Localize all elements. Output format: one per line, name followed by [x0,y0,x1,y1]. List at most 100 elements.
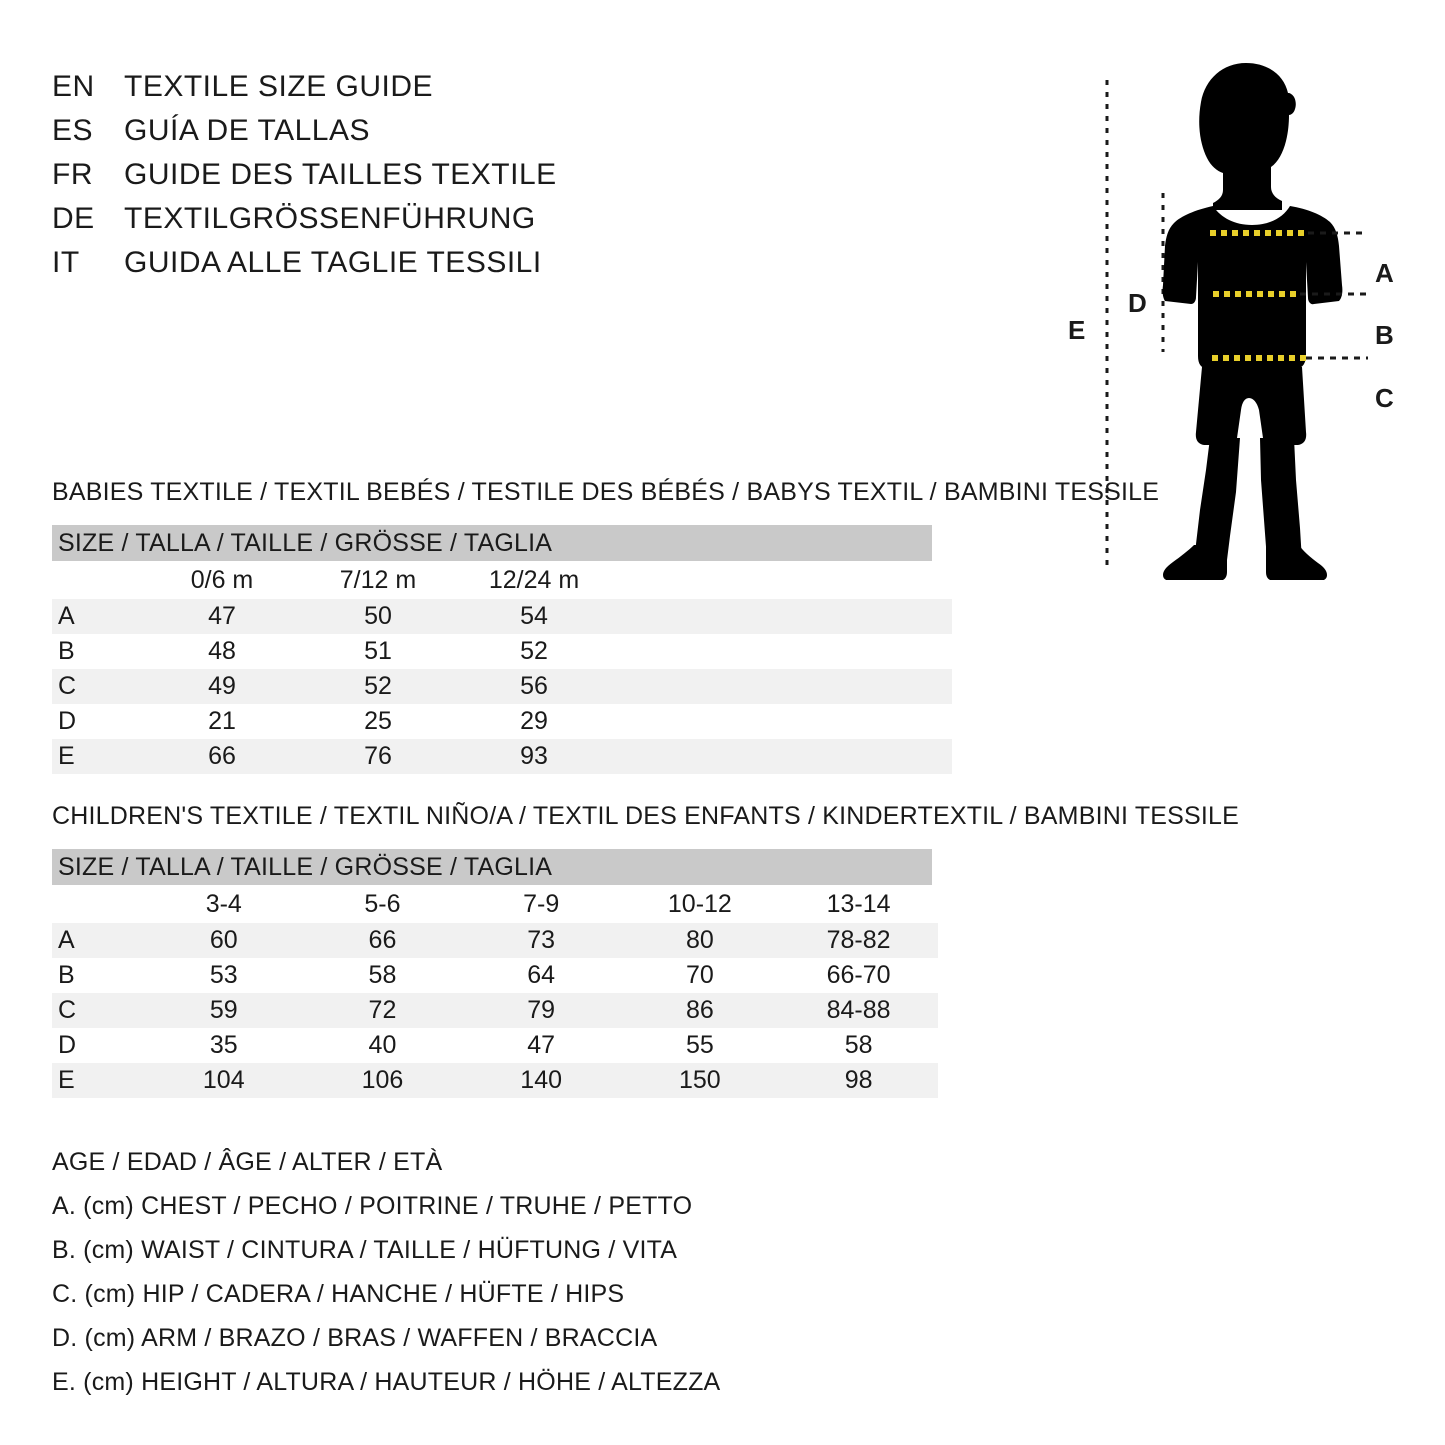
table-row: D 21 25 29 [52,704,952,739]
children-cell: 70 [620,958,780,993]
figure-marker-a: A [1375,258,1394,288]
figure-marker-b: B [1375,320,1394,350]
children-size-band-label: SIZE / TALLA / TAILLE / GRÖSSE / TAGLIA [58,852,553,881]
table-row: D 35 40 47 55 58 [52,1028,938,1063]
title-lang-fr: FR [52,158,93,191]
children-cell: 150 [620,1063,780,1098]
table-row: B 53 58 64 70 66-70 [52,958,938,993]
table-row: B 48 51 52 [52,634,952,669]
babies-cell-empty [782,634,952,669]
babies-cell: 25 [300,704,456,739]
legend-block: AGE / EDAD / ÂGE / ALTER / ETÀ A. (cm) C… [52,1140,720,1404]
title-text-de: TEXTILGRÖSSENFÜHRUNG [124,202,536,235]
title-lang-de: DE [52,202,95,235]
babies-cell-empty [612,739,782,774]
babies-col-header-empty [612,561,782,599]
babies-cell: 51 [300,634,456,669]
babies-cell: 54 [456,599,612,634]
children-cell: 106 [303,1063,462,1098]
children-column-header-row: 3-4 5-6 7-9 10-12 13-14 [52,885,938,923]
babies-col-header: 12/24 m [488,565,580,594]
children-cell: 78-82 [779,923,938,958]
legend-waist: B. (cm) WAIST / CINTURA / TAILLE / HÜFTU… [52,1236,678,1264]
children-size-table: 3-4 5-6 7-9 10-12 13-14 A 60 66 73 80 78… [52,885,938,1098]
table-row: E 104 106 140 150 98 [52,1063,938,1098]
figure-marker-c: C [1375,383,1394,413]
title-row: FR GUIDE DES TAILLES TEXTILE [52,158,752,202]
children-cell: 80 [620,923,780,958]
title-block: EN TEXTILE SIZE GUIDE ES GUÍA DE TALLAS … [52,70,752,290]
title-lang-es: ES [52,114,94,147]
babies-cell: 47 [144,599,300,634]
children-cell: 140 [461,1063,621,1098]
children-col-header: 13-14 [826,889,891,918]
babies-row-label: A [52,599,144,634]
babies-cell: 66 [144,739,300,774]
figure-marker-e: E [1068,315,1086,345]
children-cell: 64 [461,958,621,993]
title-text-fr: GUIDE DES TAILLES TEXTILE [124,158,557,191]
title-text-en: TEXTILE SIZE GUIDE [124,70,434,103]
children-cell: 55 [620,1028,780,1063]
child-silhouette [1162,63,1343,580]
babies-corner-cell [52,561,144,599]
title-lang-it: IT [52,246,80,279]
measurement-figure-panel: E D A B C [1050,40,1445,580]
babies-cell-empty [612,704,782,739]
babies-cell: 52 [300,669,456,704]
title-row: EN TEXTILE SIZE GUIDE [52,70,752,114]
children-col-header: 3-4 [205,889,242,918]
children-cell: 66 [303,923,462,958]
table-row: A 60 66 73 80 78-82 [52,923,938,958]
babies-cell-empty [782,704,952,739]
children-section: CHILDREN'S TEXTILE / TEXTIL NIÑO/A / TEX… [52,802,1240,1098]
children-cell: 35 [144,1028,304,1063]
babies-row-label: D [52,704,144,739]
babies-cell: 93 [456,739,612,774]
babies-row-label: C [52,669,144,704]
babies-row-label: B [52,634,144,669]
babies-col-header: 7/12 m [339,565,417,594]
children-cell: 60 [144,923,304,958]
legend-height: E. (cm) HEIGHT / ALTURA / HAUTEUR / HÖHE… [52,1368,721,1396]
title-row: DE TEXTILGRÖSSENFÜHRUNG [52,202,752,246]
children-row-label: E [52,1063,145,1098]
children-cell: 98 [779,1063,938,1098]
children-cell: 72 [303,993,462,1028]
figure-marker-d: D [1128,288,1147,318]
children-col-header: 7-9 [523,889,560,918]
children-cell: 59 [144,993,304,1028]
babies-heading: BABIES TEXTILE / TEXTIL BEBÉS / TESTILE … [52,478,1160,506]
children-col-header: 5-6 [364,889,401,918]
babies-cell: 76 [300,739,456,774]
table-row: A 47 50 54 [52,599,952,634]
children-row-label: B [52,958,145,993]
children-cell: 40 [303,1028,462,1063]
children-row-label: C [52,993,145,1028]
babies-cell-empty [612,634,782,669]
babies-size-band-label: SIZE / TALLA / TAILLE / GRÖSSE / TAGLIA [58,528,553,557]
title-text-es: GUÍA DE TALLAS [124,114,370,147]
babies-cell-empty [612,599,782,634]
babies-cell: 49 [144,669,300,704]
babies-cell: 29 [456,704,612,739]
table-row: C 49 52 56 [52,669,952,704]
children-cell: 73 [461,923,621,958]
children-cell: 53 [144,958,304,993]
children-cell: 47 [461,1028,621,1063]
legend-chest: A. (cm) CHEST / PECHO / POITRINE / TRUHE… [52,1192,693,1220]
child-silhouette-diagram [1105,63,1368,580]
babies-cell-empty [612,669,782,704]
babies-cell: 48 [144,634,300,669]
title-row: ES GUÍA DE TALLAS [52,114,752,158]
children-corner-cell [52,885,144,923]
children-cell: 86 [620,993,780,1028]
children-row-label: D [52,1028,145,1063]
children-heading: CHILDREN'S TEXTILE / TEXTIL NIÑO/A / TEX… [52,802,1240,830]
title-text-it: GUIDA ALLE TAGLIE TESSILI [124,246,542,279]
children-cell: 66-70 [779,958,938,993]
legend-age: AGE / EDAD / ÂGE / ALTER / ETÀ [52,1148,443,1176]
children-size-band: SIZE / TALLA / TAILLE / GRÖSSE / TAGLIA [52,849,932,885]
children-cell: 58 [303,958,462,993]
babies-cell-empty [782,599,952,634]
